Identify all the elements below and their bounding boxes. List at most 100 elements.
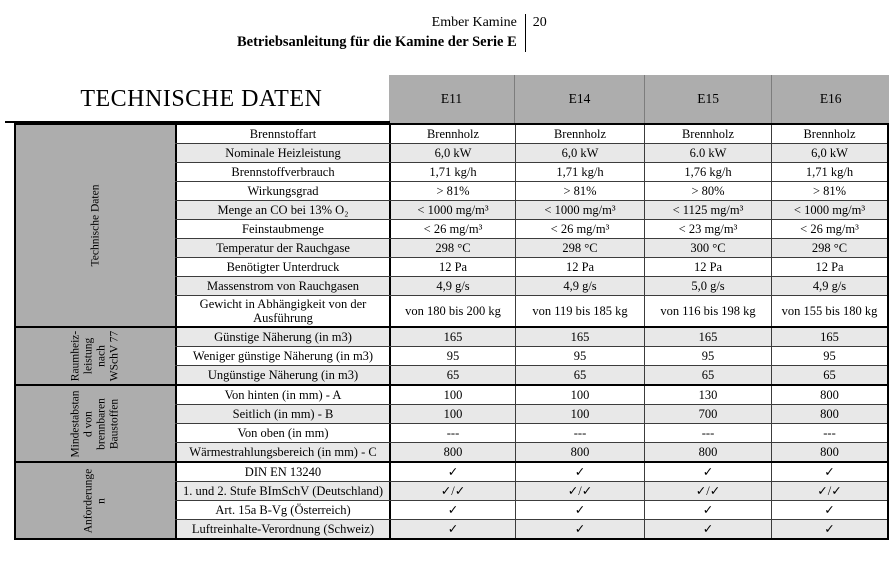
value-cell-e16: ✓ <box>771 463 887 481</box>
value-cell-e11: --- <box>389 424 515 442</box>
value-cell-e14: --- <box>515 424 644 442</box>
table-row: Temperatur der Rauchgase 298 °C 298 °C 300 … <box>175 238 887 257</box>
table-row: Brennstoffart Brennholz Brennholz Brennholz… <box>175 125 887 143</box>
table-header-row: TECHNISCHE DATEN E11 E14 E15 E16 <box>14 75 889 123</box>
value-cell-e11: 100 <box>389 405 515 423</box>
value-cell-e16: ✓/✓ <box>771 482 887 500</box>
row-label: Ungünstige Näherung (in m3) <box>175 366 389 384</box>
value-cell-e15: ✓ <box>644 520 771 538</box>
row-label: Benötigter Unterdruck <box>175 258 389 276</box>
row-label: Luftreinhalte-Verordnung (Schweiz) <box>175 520 389 538</box>
value-cell-e15: < 1125 mg/m³ <box>644 201 771 219</box>
section-rows: Von hinten (in mm) - A 100 100 130 800 Seitli… <box>175 386 887 461</box>
document-title: Betriebsanleitung für die Kamine der Ser… <box>237 33 517 50</box>
row-label: Weniger günstige Näherung (in m3) <box>175 347 389 365</box>
value-cell-e16: < 26 mg/m³ <box>771 220 887 238</box>
value-cell-e15: 165 <box>644 328 771 346</box>
value-cell-e16: 95 <box>771 347 887 365</box>
value-cell-e15: > 80% <box>644 182 771 200</box>
section-rows: Brennstoffart Brennholz Brennholz Brennholz… <box>175 125 887 326</box>
value-cell-e11: 800 <box>389 443 515 461</box>
value-cell-e15: < 23 mg/m³ <box>644 220 771 238</box>
row-label: Brennstoffverbrauch <box>175 163 389 181</box>
row-label: Nominale Heizleistung <box>175 144 389 162</box>
value-cell-e11: 95 <box>389 347 515 365</box>
column-header-e11: E11 <box>388 75 515 123</box>
value-cell-e14: 298 °C <box>515 239 644 257</box>
table-row: Ungünstige Näherung (in m3) 65 65 65 65 <box>175 365 887 384</box>
value-cell-e14: von 119 bis 185 kg <box>515 296 644 326</box>
value-cell-e14: 100 <box>515 405 644 423</box>
row-label: Wärmestrahlungsbereich (in mm) - C <box>175 443 389 461</box>
column-header-e16: E16 <box>771 75 889 123</box>
value-cell-e14: ✓ <box>515 463 644 481</box>
value-cell-e16: 1,71 kg/h <box>771 163 887 181</box>
value-cell-e11: ✓ <box>389 520 515 538</box>
table-section: Technische Daten Brennstoffart Brennholz Br… <box>16 125 887 328</box>
value-cell-e16: < 1000 mg/m³ <box>771 201 887 219</box>
value-cell-e15: --- <box>644 424 771 442</box>
table-title-cell: TECHNISCHE DATEN <box>14 75 389 123</box>
value-cell-e14: 4,9 g/s <box>515 277 644 295</box>
row-label: Seitlich (in mm) - B <box>175 405 389 423</box>
section-side-label-cell: Technische Daten <box>16 125 175 326</box>
row-label: Massenstrom von Rauchgasen <box>175 277 389 295</box>
technical-data-table: TECHNISCHE DATEN E11 E14 E15 E16 Technis… <box>14 75 889 540</box>
value-cell-e14: ✓ <box>515 501 644 519</box>
value-cell-e16: 65 <box>771 366 887 384</box>
value-cell-e14: 1,71 kg/h <box>515 163 644 181</box>
value-cell-e16: 12 Pa <box>771 258 887 276</box>
value-cell-e15: 700 <box>644 405 771 423</box>
value-cell-e15: ✓ <box>644 501 771 519</box>
section-side-label: Raumheiz- leistung nach WSchV 77 <box>69 330 121 382</box>
value-cell-e14: < 1000 mg/m³ <box>515 201 644 219</box>
row-label: Von oben (in mm) <box>175 424 389 442</box>
value-cell-e14: 95 <box>515 347 644 365</box>
value-cell-e11: ✓/✓ <box>389 482 515 500</box>
table-body: Technische Daten Brennstoffart Brennholz Br… <box>14 123 889 540</box>
value-cell-e16: von 155 bis 180 kg <box>771 296 887 326</box>
section-side-label: Technische Daten <box>89 184 101 267</box>
value-cell-e16: --- <box>771 424 887 442</box>
table-row: Seitlich (in mm) - B 100 100 700 800 <box>175 404 887 423</box>
value-cell-e11: 12 Pa <box>389 258 515 276</box>
table-row: 1. und 2. Stufe BImSchV (Deutschland) ✓/✓… <box>175 481 887 500</box>
table-row: Massenstrom von Rauchgasen 4,9 g/s 4,9 g/s… <box>175 276 887 295</box>
value-cell-e16: ✓ <box>771 520 887 538</box>
row-label: Art. 15a B-Vg (Österreich) <box>175 501 389 519</box>
row-label: Temperatur der Rauchgase <box>175 239 389 257</box>
table-section: Raumheiz- leistung nach WSchV 77 Günstige… <box>16 328 887 386</box>
value-cell-e14: 800 <box>515 443 644 461</box>
value-cell-e15: 5,0 g/s <box>644 277 771 295</box>
row-label: Menge an CO bei 13% O₂ <box>175 201 389 219</box>
value-cell-e15: 300 °C <box>644 239 771 257</box>
value-cell-e14: 100 <box>515 386 644 404</box>
value-cell-e15: Brennholz <box>644 125 771 143</box>
table-row: Weniger günstige Näherung (in m3) 95 95 95 9… <box>175 346 887 365</box>
table-title: TECHNISCHE DATEN <box>80 85 323 112</box>
value-cell-e16: 165 <box>771 328 887 346</box>
value-cell-e11: 6,0 kW <box>389 144 515 162</box>
value-cell-e15: 800 <box>644 443 771 461</box>
table-section: Mindestabstan d von brennbaren Baustoffe… <box>16 386 887 463</box>
page-number: 20 <box>532 15 547 30</box>
table-row: Feinstaubmenge < 26 mg/m³ < 26 mg/m³ < 23 m… <box>175 219 887 238</box>
value-cell-e16: 4,9 g/s <box>771 277 887 295</box>
value-cell-e11: 65 <box>389 366 515 384</box>
section-side-label: Anforderunge n <box>82 468 108 533</box>
table-row: Von hinten (in mm) - A 100 100 130 800 <box>175 386 887 404</box>
row-label: 1. und 2. Stufe BImSchV (Deutschland) <box>175 482 389 500</box>
table-row: Gewicht in Abhängigkeit von der Ausführu… <box>175 295 887 326</box>
row-label: Feinstaubmenge <box>175 220 389 238</box>
table-row: Menge an CO bei 13% O₂ < 1000 mg/m³ < 1000… <box>175 200 887 219</box>
section-side-label-cell: Mindestabstan d von brennbaren Baustoffe… <box>16 386 175 461</box>
table-row: DIN EN 13240 ✓ ✓ ✓ ✓ <box>175 463 887 481</box>
table-row: Luftreinhalte-Verordnung (Schweiz) ✓ ✓ ✓ ✓ <box>175 519 887 538</box>
value-cell-e15: 130 <box>644 386 771 404</box>
value-cell-e15: ✓/✓ <box>644 482 771 500</box>
value-cell-e16: 6,0 kW <box>771 144 887 162</box>
value-cell-e14: ✓ <box>515 520 644 538</box>
table-row: Wirkungsgrad > 81% > 81% > 80% > 81% <box>175 181 887 200</box>
value-cell-e15: 1,76 kg/h <box>644 163 771 181</box>
